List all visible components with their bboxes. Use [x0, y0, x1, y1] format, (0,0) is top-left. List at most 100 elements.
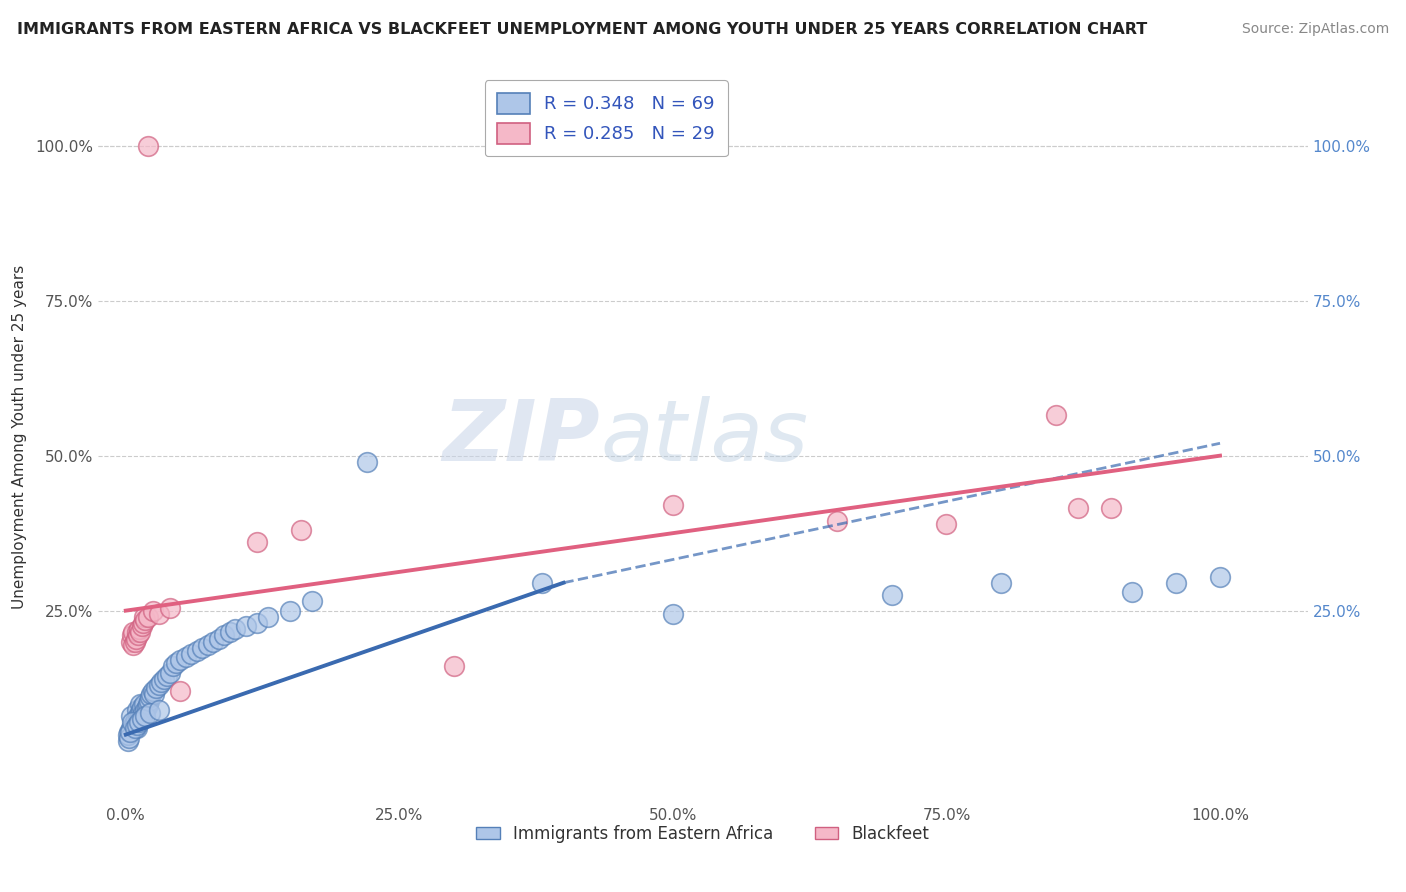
Point: [149, 674, 172, 689]
Point: [122, 625, 145, 640]
Point: [257, 610, 280, 624]
Point: [148, 678, 170, 692]
Point: [162, 659, 184, 673]
Point: [139, 706, 162, 720]
Point: [136, 138, 159, 153]
Point: [197, 638, 219, 652]
Point: [662, 498, 685, 512]
Point: [202, 634, 225, 648]
Point: [117, 728, 139, 742]
Point: [120, 709, 142, 723]
Point: [129, 706, 152, 720]
Point: [129, 703, 152, 717]
Point: [120, 634, 142, 648]
Point: [121, 628, 143, 642]
Point: [143, 687, 166, 701]
Point: [136, 610, 159, 624]
Point: [825, 514, 848, 528]
Point: [134, 697, 156, 711]
Point: [246, 615, 269, 630]
Point: [142, 604, 165, 618]
Point: [129, 625, 152, 640]
Point: [165, 657, 187, 671]
Point: [131, 709, 153, 723]
Point: [1209, 569, 1232, 583]
Point: [186, 644, 208, 658]
Point: [128, 715, 150, 730]
Point: [138, 693, 160, 707]
Point: [208, 632, 231, 646]
Point: [214, 628, 236, 642]
Point: [136, 697, 159, 711]
Point: [124, 712, 146, 726]
Point: [129, 697, 152, 711]
Point: [132, 615, 155, 630]
Point: [118, 731, 141, 745]
Point: [122, 638, 145, 652]
Point: [125, 625, 148, 640]
Point: [121, 715, 143, 730]
Point: [159, 665, 181, 680]
Point: [148, 607, 170, 621]
Point: [128, 622, 150, 636]
Point: [443, 659, 465, 673]
Point: [122, 718, 145, 732]
Point: [174, 650, 197, 665]
Point: [278, 604, 301, 618]
Point: [124, 722, 146, 736]
Point: [169, 653, 191, 667]
Point: [1166, 575, 1188, 590]
Text: Source: ZipAtlas.com: Source: ZipAtlas.com: [1241, 22, 1389, 37]
Legend: Immigrants from Eastern Africa, Blackfeet: Immigrants from Eastern Africa, Blackfee…: [470, 818, 936, 849]
Point: [132, 706, 155, 720]
Point: [139, 687, 162, 701]
Point: [224, 622, 246, 636]
Point: [180, 647, 202, 661]
Point: [134, 613, 156, 627]
Point: [1121, 585, 1143, 599]
Point: [120, 724, 142, 739]
Point: [290, 523, 312, 537]
Point: [1099, 501, 1122, 516]
Point: [1045, 409, 1067, 423]
Point: [356, 455, 378, 469]
Point: [128, 712, 150, 726]
Point: [134, 709, 156, 723]
Point: [159, 600, 181, 615]
Point: [117, 734, 139, 748]
Point: [142, 684, 165, 698]
Text: ZIP: ZIP: [443, 395, 600, 479]
Point: [139, 690, 162, 705]
Point: [131, 619, 153, 633]
Point: [191, 640, 214, 655]
Point: [134, 610, 156, 624]
Point: [990, 575, 1012, 590]
Point: [120, 722, 142, 736]
Point: [156, 669, 179, 683]
Point: [662, 607, 685, 621]
Point: [301, 594, 323, 608]
Point: [127, 709, 149, 723]
Point: [127, 628, 149, 642]
Text: IMMIGRANTS FROM EASTERN AFRICA VS BLACKFEET UNEMPLOYMENT AMONG YOUTH UNDER 25 YE: IMMIGRANTS FROM EASTERN AFRICA VS BLACKF…: [17, 22, 1147, 37]
Point: [145, 681, 167, 695]
Point: [148, 703, 170, 717]
Text: atlas: atlas: [600, 395, 808, 479]
Point: [124, 634, 146, 648]
Point: [1067, 501, 1090, 516]
Y-axis label: Unemployment Among Youth under 25 years: Unemployment Among Youth under 25 years: [13, 265, 27, 609]
Point: [218, 625, 240, 640]
Point: [118, 724, 141, 739]
Point: [125, 722, 148, 736]
Point: [880, 588, 903, 602]
Point: [125, 703, 148, 717]
Point: [124, 632, 146, 646]
Point: [935, 516, 957, 531]
Point: [235, 619, 257, 633]
Point: [135, 699, 157, 714]
Point: [131, 712, 153, 726]
Point: [169, 684, 191, 698]
Point: [246, 535, 269, 549]
Point: [153, 672, 176, 686]
Point: [125, 718, 148, 732]
